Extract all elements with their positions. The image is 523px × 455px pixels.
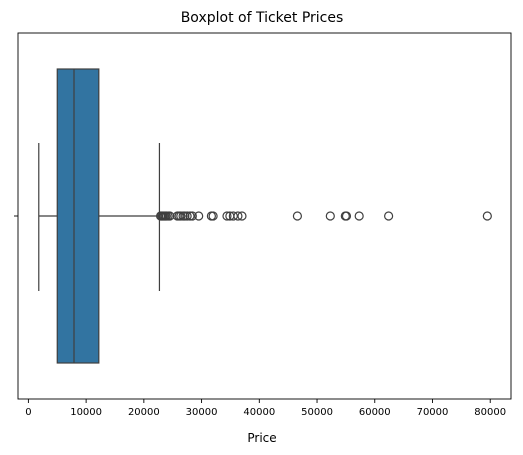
outlier-point bbox=[292, 211, 303, 221]
outlier-point bbox=[228, 211, 238, 221]
outlier-point bbox=[354, 211, 364, 221]
x-axis-label: Price bbox=[247, 431, 276, 445]
outlier-point bbox=[237, 211, 247, 221]
outlier-point bbox=[176, 211, 186, 221]
chart-title: Boxplot of Ticket Prices bbox=[181, 10, 344, 26]
x-tick-label: 60000 bbox=[359, 407, 391, 418]
outlier-point bbox=[222, 211, 232, 221]
outlier-point bbox=[233, 211, 243, 221]
x-tick-label: 70000 bbox=[417, 407, 449, 418]
x-tick-label: 30000 bbox=[186, 407, 218, 418]
x-tick-label: 50000 bbox=[301, 407, 333, 418]
outlier-point bbox=[187, 211, 197, 221]
outlier-point bbox=[384, 211, 394, 221]
outlier-point bbox=[194, 211, 204, 221]
x-tick-label: 40000 bbox=[243, 407, 275, 418]
iqr-box bbox=[56, 68, 100, 364]
x-tick-label: 80000 bbox=[474, 407, 506, 418]
outlier-point bbox=[185, 211, 195, 221]
x-tick-label: 20000 bbox=[128, 407, 160, 418]
outlier-point bbox=[325, 211, 335, 221]
x-tick-label: 0 bbox=[25, 407, 31, 418]
x-tick-label: 10000 bbox=[70, 407, 102, 418]
plot-area bbox=[17, 32, 512, 400]
outlier-point bbox=[341, 211, 352, 221]
outlier-point bbox=[482, 211, 492, 221]
outlier-point bbox=[182, 211, 192, 221]
outlier-point bbox=[208, 211, 218, 221]
x-axis: 0 10000 20000 30000 40000 50000 60000 70000 8000… bbox=[14, 215, 506, 418]
